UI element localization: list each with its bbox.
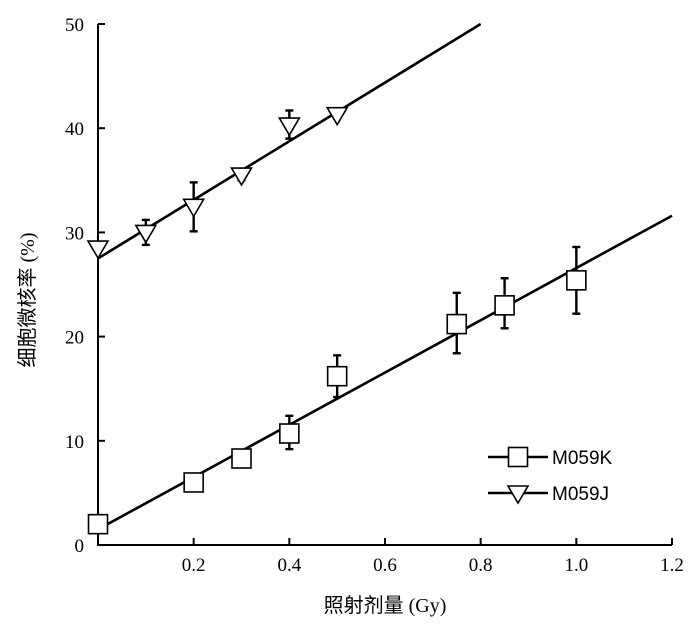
data-markers xyxy=(86,106,587,535)
marker-m059k xyxy=(183,472,204,493)
x-tick-label: 0.6 xyxy=(373,555,397,576)
marker-m059j xyxy=(325,106,349,127)
x-tick-label: 0.4 xyxy=(277,555,301,576)
y-tick-label: 30 xyxy=(65,223,84,244)
legend-label-m059k: M059K xyxy=(552,448,613,469)
marker-m059j xyxy=(134,224,158,244)
marker-m059k xyxy=(446,313,468,335)
legend-marker-m059k xyxy=(507,446,529,468)
marker-m059k xyxy=(279,423,300,444)
x-axis-title: 照射剂量 (Gy) xyxy=(324,594,447,617)
legend-marker-m059j xyxy=(506,485,530,505)
legend-label-m059j: M059J xyxy=(552,484,609,505)
y-tick-label: 0 xyxy=(75,536,85,557)
x-tick-label: 1.2 xyxy=(660,555,684,576)
marker-m059k xyxy=(494,295,515,316)
y-tick-label: 10 xyxy=(65,432,84,453)
axes: 0 10 20 30 40 50 0.2 0.4 0.6 0.8 1.0 1.2 xyxy=(65,15,684,576)
marker-m059k xyxy=(231,448,252,469)
fit-line-m059j xyxy=(97,22,482,260)
x-tick-label: 1.0 xyxy=(564,555,588,576)
marker-m059j xyxy=(230,167,253,187)
y-tick-label: 20 xyxy=(65,328,84,349)
marker-m059k xyxy=(566,270,587,291)
legend: M059K M059J xyxy=(488,446,613,505)
marker-m059j xyxy=(182,198,206,218)
x-tick-label: 0.2 xyxy=(182,555,206,576)
marker-m059k xyxy=(87,513,109,535)
y-axis-title: 细胞微核率 (%) xyxy=(16,233,39,368)
x-tick-label: 0.8 xyxy=(469,555,493,576)
marker-m059j xyxy=(277,117,301,137)
y-tick-label: 50 xyxy=(65,15,84,36)
marker-m059k xyxy=(326,365,348,387)
y-tick-label: 40 xyxy=(65,119,84,140)
marker-m059j xyxy=(86,240,110,260)
